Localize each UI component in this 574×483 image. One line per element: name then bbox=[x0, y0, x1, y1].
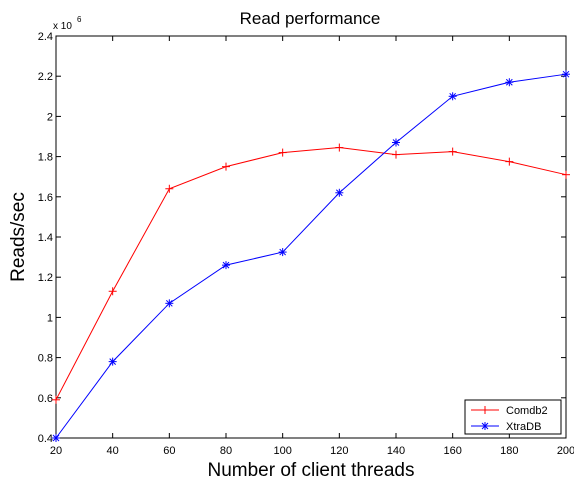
x-tick-label: 140 bbox=[387, 445, 405, 457]
legend-marker-xtradb bbox=[481, 422, 489, 430]
data-point-comdb2-60 bbox=[165, 184, 174, 193]
data-point-comdb2-40 bbox=[108, 287, 117, 296]
y-tick-label: 0.6 bbox=[38, 393, 53, 405]
series-line-comdb2 bbox=[55, 147, 567, 401]
legend-marker-comdb2 bbox=[481, 406, 489, 414]
y-tick-label: 0.4 bbox=[38, 433, 53, 445]
data-point-comdb2-120 bbox=[335, 143, 344, 152]
x-axis-ticks: 20 40 60 80 100 120 140 160 180 200 bbox=[50, 36, 574, 457]
y-axis-ticks: 0.4 0.6 0.8 1 1.2 1.4 1.6 1.8 2 2.2 2.4 bbox=[38, 31, 566, 445]
y-tick-label: 1.2 bbox=[38, 272, 53, 284]
data-point-xtradb-100 bbox=[278, 248, 287, 257]
legend-entry-comdb2: Comdb2 bbox=[471, 405, 548, 417]
data-point-xtradb-120 bbox=[335, 188, 344, 197]
legend-label: Comdb2 bbox=[506, 405, 548, 417]
legend: Comdb2 XtraDB bbox=[464, 399, 562, 435]
x-tick-label: 20 bbox=[50, 445, 62, 457]
data-point-comdb2-180 bbox=[505, 157, 514, 166]
series-line-xtradb bbox=[55, 73, 567, 439]
y-tick-label: 1.6 bbox=[38, 192, 53, 204]
data-point-comdb2-20 bbox=[52, 395, 60, 404]
series-layer bbox=[52, 70, 570, 442]
y-axis-title: Reads/sec bbox=[8, 192, 29, 282]
y-tick-label: 2.2 bbox=[38, 71, 53, 83]
x-tick-label: 120 bbox=[330, 445, 348, 457]
x-tick-label: 180 bbox=[500, 445, 518, 457]
y-tick-label: 0.8 bbox=[38, 353, 53, 365]
series-xtradb bbox=[52, 70, 570, 442]
y-multiplier-base: x 10 bbox=[53, 21, 72, 32]
data-point-xtradb-160 bbox=[448, 92, 457, 101]
x-tick-label: 160 bbox=[443, 445, 461, 457]
legend-entry-xtradb: XtraDB bbox=[471, 421, 541, 433]
y-tick-label: 2 bbox=[47, 111, 53, 123]
legend-label: XtraDB bbox=[506, 421, 541, 433]
data-point-xtradb-180 bbox=[505, 78, 514, 87]
data-point-comdb2-160 bbox=[448, 147, 457, 156]
data-point-xtradb-200 bbox=[562, 70, 570, 79]
y-multiplier-exponent: 6 bbox=[77, 15, 82, 24]
data-point-xtradb-20 bbox=[52, 434, 60, 442]
chart-title: Read performance bbox=[240, 9, 381, 28]
data-point-xtradb-40 bbox=[108, 357, 117, 366]
data-point-xtradb-60 bbox=[165, 299, 174, 308]
x-axis-title: Number of client threads bbox=[208, 460, 415, 481]
y-multiplier: x 10 6 bbox=[53, 15, 82, 32]
data-point-comdb2-80 bbox=[222, 162, 230, 171]
y-tick-label: 1.4 bbox=[38, 232, 53, 244]
legend-box bbox=[464, 399, 562, 435]
x-tick-label: 80 bbox=[220, 445, 232, 457]
y-tick-label: 1.8 bbox=[38, 152, 53, 164]
x-tick-label: 100 bbox=[273, 445, 291, 457]
y-tick-label: 1 bbox=[47, 312, 53, 324]
plot-area bbox=[55, 35, 567, 439]
data-point-comdb2-140 bbox=[392, 150, 400, 159]
x-tick-label: 200 bbox=[557, 445, 574, 457]
data-point-comdb2-200 bbox=[562, 170, 570, 179]
x-tick-label: 40 bbox=[107, 445, 119, 457]
data-point-comdb2-100 bbox=[278, 148, 287, 157]
data-point-xtradb-140 bbox=[392, 138, 400, 147]
x-tick-label: 60 bbox=[163, 445, 175, 457]
y-tick-label: 2.4 bbox=[38, 31, 53, 43]
series-comdb2 bbox=[52, 143, 570, 404]
data-point-xtradb-80 bbox=[222, 261, 230, 270]
